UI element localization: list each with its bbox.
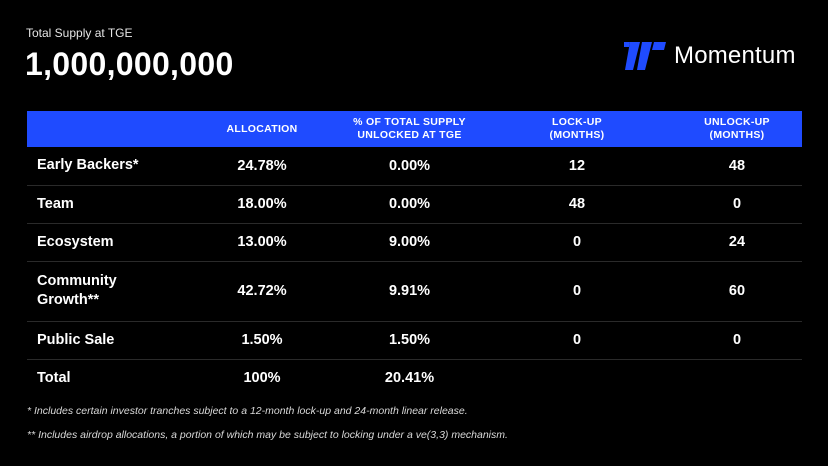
lock-up-cell: 12 bbox=[482, 147, 672, 186]
allocation-table: ALLOCATION % OF TOTAL SUPPLY UNLOCKED AT … bbox=[27, 111, 802, 397]
row-label: Team bbox=[27, 185, 187, 224]
total-supply-value: 1,000,000,000 bbox=[25, 46, 234, 82]
table-header-row: ALLOCATION % OF TOTAL SUPPLY UNLOCKED AT … bbox=[27, 111, 802, 147]
allocation-cell: 13.00% bbox=[187, 223, 337, 262]
row-label: Ecosystem bbox=[27, 223, 187, 262]
footnote-investor-tranches: * Includes certain investor tranches sub… bbox=[27, 405, 468, 417]
row-label: Community Growth** bbox=[27, 261, 187, 322]
allocation-cell: 42.72% bbox=[187, 261, 337, 322]
row-label: Public Sale bbox=[27, 321, 187, 360]
momentum-logo-icon bbox=[624, 42, 666, 70]
allocation-cell: 24.78% bbox=[187, 147, 337, 186]
unlock-up-cell: 60 bbox=[672, 261, 802, 322]
lock-up-cell: 0 bbox=[482, 261, 672, 322]
allocation-cell: 100% bbox=[243, 370, 281, 387]
lock-up-cell: 48 bbox=[482, 185, 672, 224]
row-label: Total bbox=[37, 369, 71, 386]
unlocked-at-tge-cell: 0.00% bbox=[337, 185, 482, 224]
unlock-up-cell: 0 bbox=[672, 321, 802, 360]
column-header-lock-up: LOCK-UP (MONTHS) bbox=[482, 111, 672, 147]
total-supply-label: Total Supply at TGE bbox=[26, 26, 133, 40]
unlock-up-cell: 48 bbox=[672, 147, 802, 186]
table-row: Early Backers* 24.78% 0.00% 12 48 bbox=[27, 147, 802, 186]
unlock-up-cell: 0 bbox=[672, 185, 802, 224]
unlock-up-cell bbox=[672, 359, 802, 397]
table-row: Public Sale 1.50% 1.50% 0 0 bbox=[27, 321, 802, 360]
table-row: Total 100% 20.41% bbox=[27, 359, 802, 397]
brand-logo: Momentum bbox=[624, 42, 796, 70]
unlocked-at-tge-cell: 0.00% bbox=[337, 147, 482, 186]
lock-up-cell: 0 bbox=[482, 223, 672, 262]
brand-name: Momentum bbox=[674, 42, 796, 69]
unlocked-at-tge-cell: 9.00% bbox=[337, 223, 482, 262]
unlocked-at-tge-cell: 20.41% bbox=[384, 370, 435, 387]
column-header-unlock-up: UNLOCK-UP (MONTHS) bbox=[672, 111, 802, 147]
unlocked-at-tge-cell: 1.50% bbox=[337, 321, 482, 360]
lock-up-cell bbox=[482, 359, 672, 397]
table-row: Community Growth** 42.72% 9.91% 0 60 bbox=[27, 261, 802, 322]
table-row: Ecosystem 13.00% 9.00% 0 24 bbox=[27, 223, 802, 262]
unlock-up-cell: 24 bbox=[672, 223, 802, 262]
unlocked-at-tge-cell: 9.91% bbox=[337, 261, 482, 322]
table-row: Team 18.00% 0.00% 48 0 bbox=[27, 185, 802, 224]
column-header-unlocked-at-tge: % OF TOTAL SUPPLY UNLOCKED AT TGE bbox=[337, 111, 482, 147]
column-header-allocation: ALLOCATION bbox=[187, 111, 337, 147]
footnote-airdrop-allocations: ** Includes airdrop allocations, a porti… bbox=[27, 429, 508, 441]
column-header-category bbox=[27, 111, 187, 147]
allocation-cell: 1.50% bbox=[187, 321, 337, 360]
row-label: Early Backers* bbox=[27, 147, 187, 186]
allocation-cell: 18.00% bbox=[187, 185, 337, 224]
lock-up-cell: 0 bbox=[482, 321, 672, 360]
